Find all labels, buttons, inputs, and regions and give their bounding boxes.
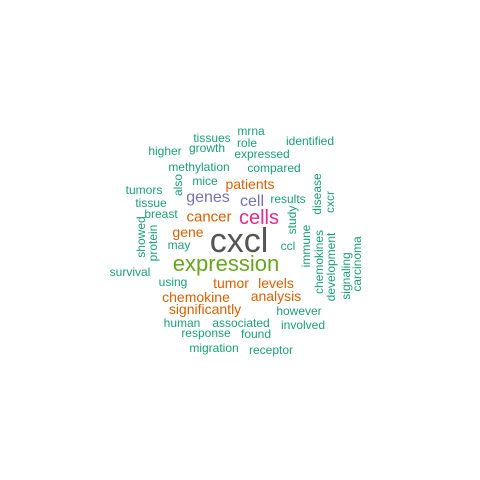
word-chemokine: chemokine xyxy=(162,289,230,305)
word-mice: mice xyxy=(192,174,218,188)
word-receptor: receptor xyxy=(248,343,294,357)
word-ccl: ccl xyxy=(280,239,296,253)
word-found: found xyxy=(240,327,272,341)
word-breast: breast xyxy=(144,207,178,221)
word-signaling: signaling xyxy=(339,252,353,300)
word-mrna: mrna xyxy=(237,124,265,138)
word-development: development xyxy=(324,232,338,302)
word-levels: levels xyxy=(258,275,294,291)
word-associated: associated xyxy=(212,316,270,330)
word-expression: expression xyxy=(172,251,280,276)
word-analysis: analysis xyxy=(250,288,302,304)
word-results: results xyxy=(270,192,306,206)
word-using: using xyxy=(158,275,188,289)
word-migration: migration xyxy=(189,341,239,355)
word-tissues: tissues xyxy=(193,131,231,145)
word-cxcl: cxcl xyxy=(209,222,269,260)
word-identified: identified xyxy=(285,134,335,148)
word-protein: protein xyxy=(146,224,160,262)
word-tumor: tumor xyxy=(213,275,249,291)
word-gene: gene xyxy=(172,224,204,240)
word-patients: patients xyxy=(225,176,275,192)
word-role: role xyxy=(236,136,258,150)
word-study: study xyxy=(285,205,299,235)
word-higher: higher xyxy=(148,144,182,158)
word-disease: disease xyxy=(310,173,324,215)
word-tissue: tissue xyxy=(135,196,167,210)
word-cancer: cancer xyxy=(186,208,232,226)
word-compared: compared xyxy=(247,161,301,175)
word-survival: survival xyxy=(109,265,151,279)
word-also: also xyxy=(171,173,185,197)
word-immune: immune xyxy=(299,224,313,268)
word-response: response xyxy=(181,326,231,340)
word-may: may xyxy=(167,238,191,252)
word-growth: growth xyxy=(188,141,226,155)
word-human: human xyxy=(163,316,201,330)
word-cell: cell xyxy=(239,193,265,210)
word-however: however xyxy=(276,304,322,318)
word-methylation: methylation xyxy=(168,160,230,174)
word-cxcr: cxcr xyxy=(323,191,337,213)
word-significantly: significantly xyxy=(168,301,242,317)
word-involved: involved xyxy=(280,318,326,332)
word-cells: cells xyxy=(238,207,280,229)
word-tumors: tumors xyxy=(125,183,163,197)
word-genes: genes xyxy=(186,189,230,206)
word-expressed: expressed xyxy=(234,147,290,161)
